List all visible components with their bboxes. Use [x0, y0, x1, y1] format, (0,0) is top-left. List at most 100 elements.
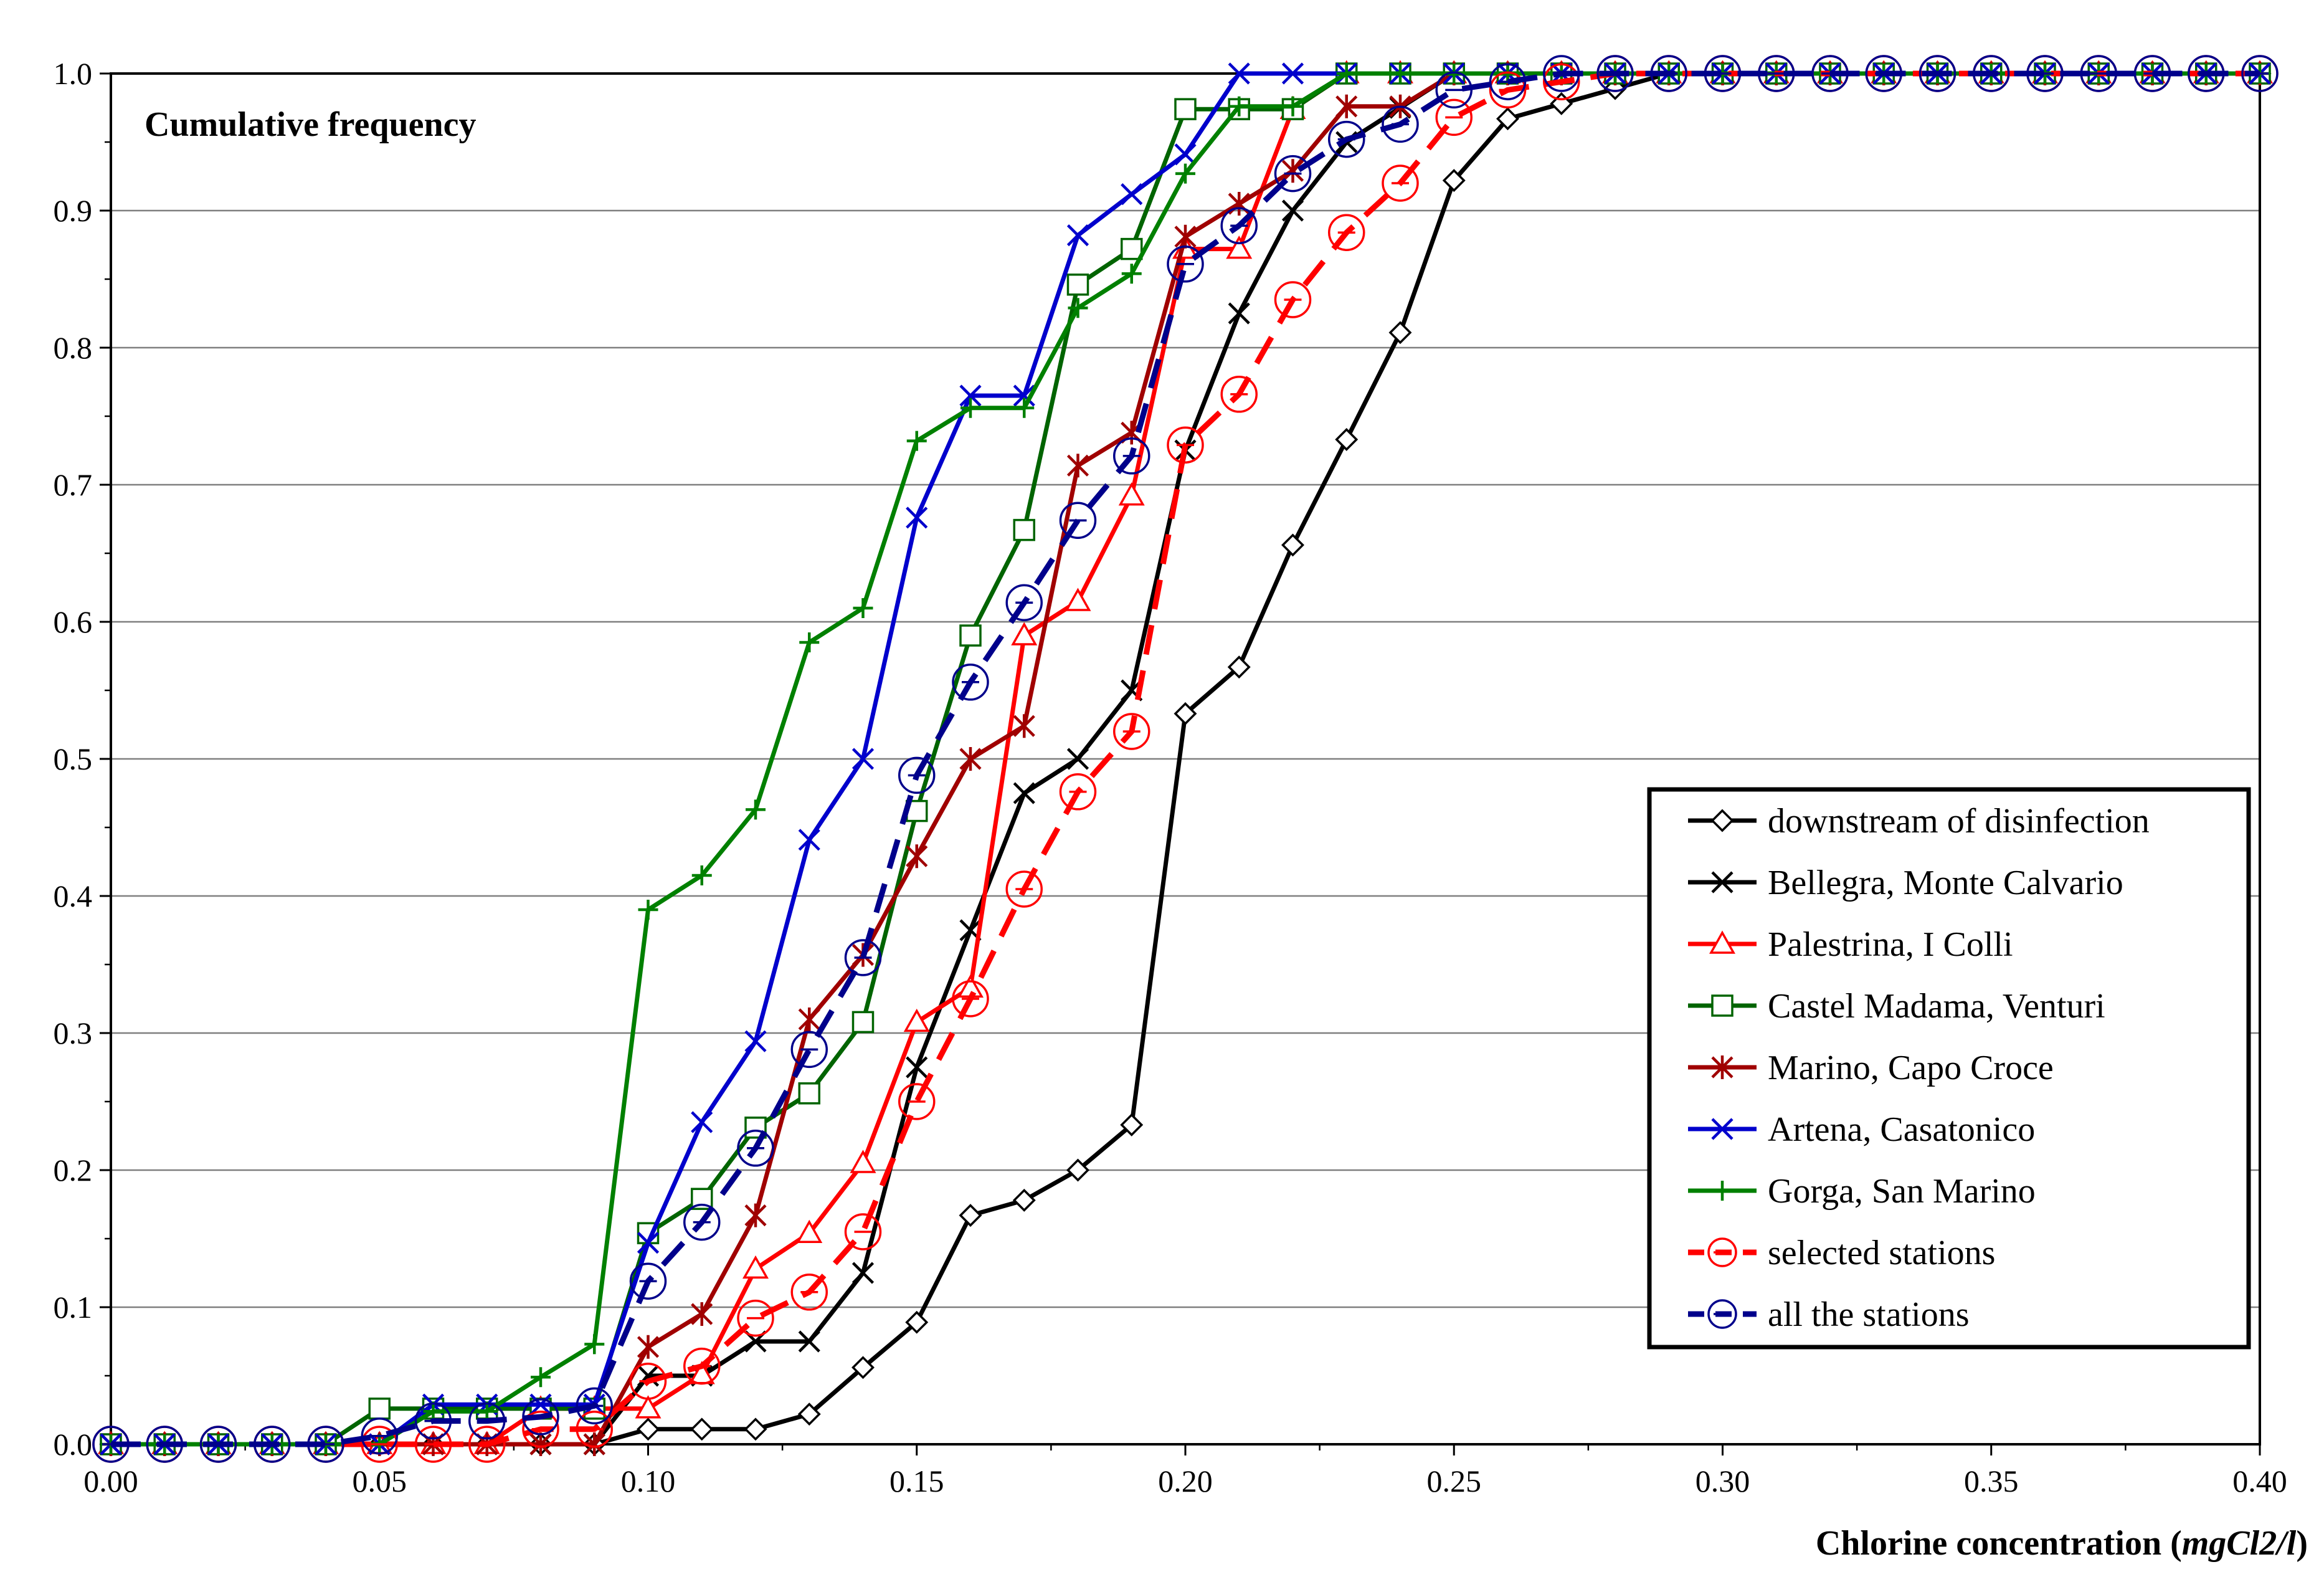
series-8-point-33 — [1865, 55, 1902, 92]
series-2-point-18 — [1065, 588, 1091, 611]
series-0-point-20 — [1174, 702, 1197, 725]
legend-swatch-marker-7-ring — [1707, 1237, 1737, 1267]
series-1-point-18 — [1066, 748, 1089, 770]
series-7-point-18-ring — [1059, 773, 1097, 811]
series-7-point-8 — [522, 1411, 559, 1448]
series-8-point-21 — [1220, 207, 1258, 244]
series-8-point-16-ring — [952, 664, 989, 701]
series-8-point-29-ring — [1650, 55, 1687, 92]
series-7-point-7-ring — [468, 1426, 506, 1463]
series-7-point-6 — [414, 1426, 452, 1463]
series-7-point-9-ring — [576, 1411, 613, 1448]
legend-entry-8: all the stations — [1688, 1295, 1970, 1334]
series-7-point-11-ring — [683, 1347, 721, 1385]
y-tick-label-0.7: 0.7 — [54, 467, 93, 502]
series-3-point-19 — [1121, 237, 1143, 260]
x-axis-title-unit: mgCl2/l — [2182, 1524, 2297, 1563]
series-6-point-22 — [1283, 96, 1303, 117]
series-1-point-21 — [1228, 302, 1250, 325]
series-2-point-10 — [635, 1395, 662, 1419]
series-8-point-37 — [2080, 55, 2117, 92]
x-tick-label-0.15: 0.15 — [889, 1464, 944, 1498]
series-8-point-13-ring — [790, 1031, 828, 1069]
x-tick-label-0.10: 0.10 — [621, 1464, 676, 1498]
series-8-point-1 — [146, 1426, 183, 1463]
series-2-point-17 — [1011, 622, 1038, 645]
legend-label-4: Marino, Capo Croce — [1768, 1049, 2054, 1087]
series-7-point-12-ring — [737, 1299, 774, 1337]
series-8-point-19 — [1113, 437, 1150, 475]
x-tick-label-0.20: 0.20 — [1158, 1464, 1213, 1498]
series-6-point-9 — [584, 1334, 605, 1355]
series-7-point-5 — [361, 1426, 398, 1463]
series-6-point-20 — [1175, 163, 1195, 184]
series-3-point-5 — [368, 1398, 391, 1420]
series-8-point-30 — [1704, 55, 1742, 92]
series-8-point-20 — [1167, 245, 1204, 283]
series-8-point-19-ring — [1113, 437, 1150, 475]
series-8-point-30-ring — [1704, 55, 1742, 92]
series-0-point-19 — [1120, 1113, 1144, 1136]
series-8-point-20-ring — [1167, 245, 1204, 283]
legend-label-2: Palestrina, I Colli — [1768, 925, 2013, 964]
series-8-point-32-ring — [1811, 55, 1849, 92]
series-5-point-17 — [1013, 384, 1035, 407]
legend-swatch-marker-5 — [1711, 1118, 1734, 1140]
series-5-point-11 — [691, 1111, 713, 1133]
series-0-point-18 — [1066, 1158, 1089, 1182]
legend-entry-4: Marino, Capo Croce — [1688, 1049, 2054, 1087]
legend-label-1: Bellegra, Monte Calvario — [1768, 864, 2123, 902]
series-7-point-24-ring — [1382, 164, 1419, 202]
series-8-point-6 — [414, 1402, 452, 1440]
series-8-point-11-ring — [683, 1203, 721, 1241]
series-8-point-18-ring — [1059, 502, 1097, 539]
series-4-point-12 — [744, 1203, 767, 1227]
series-7-point-19 — [1113, 713, 1150, 750]
series-8-point-39 — [2188, 55, 2225, 92]
legend-entry-5: Artena, Casatonico — [1688, 1110, 2035, 1149]
series-1-point-22 — [1281, 199, 1304, 222]
series-4-point-17 — [1013, 714, 1035, 738]
series-5-point-10 — [637, 1232, 660, 1254]
chart-title: Cumulative frequency — [145, 105, 477, 144]
series-0-point-12 — [744, 1417, 767, 1441]
series-6-point-21 — [1229, 96, 1250, 117]
series-7-point-10 — [629, 1363, 667, 1400]
series-8-point-2-ring — [199, 1426, 237, 1463]
series-8-point-35-ring — [1973, 55, 2010, 92]
series-8-point-24-ring — [1382, 105, 1419, 143]
series-7-point-13-ring — [790, 1274, 828, 1311]
series-8-point-6-ring — [414, 1402, 452, 1440]
series-4-point-18 — [1066, 454, 1089, 478]
series-7-point-22-ring — [1274, 281, 1312, 318]
x-tick-label-0.00: 0.00 — [83, 1464, 138, 1498]
series-8 — [92, 55, 2279, 1463]
series-1-point-15 — [906, 1056, 928, 1079]
x-axis-title-main: Chlorine concentration ( — [1816, 1524, 2182, 1563]
y-tick-label-1.0: 1.0 — [54, 56, 93, 91]
series-8-point-9 — [576, 1387, 613, 1425]
series-5-point-13 — [798, 829, 820, 851]
series-8-point-13 — [790, 1031, 828, 1069]
series-0-point-24 — [1388, 321, 1412, 345]
series-8-point-29 — [1650, 55, 1687, 92]
series-5-point-20 — [1174, 143, 1197, 166]
series-6-point-10 — [638, 900, 658, 920]
legend-entry-2: Palestrina, I Colli — [1688, 925, 2013, 964]
plot-frame — [110, 72, 2261, 1446]
series-5-point-14 — [851, 748, 875, 770]
series-7-point-27 — [1543, 63, 1580, 100]
series-8-point-31 — [1758, 55, 1795, 92]
series-2-point-19 — [1118, 482, 1145, 506]
y-tick-label-0.1: 0.1 — [54, 1290, 93, 1325]
series-7-point-12 — [737, 1299, 774, 1337]
legend-entry-6: Gorga, San Marino — [1688, 1172, 2036, 1211]
series-8-point-3 — [254, 1426, 291, 1463]
legend-swatch-marker-4 — [1711, 1055, 1734, 1079]
legend-swatch-marker-2 — [1709, 930, 1735, 954]
legend-entry-3: Castel Madama, Venturi — [1688, 987, 2105, 1026]
series-8-point-23 — [1328, 120, 1365, 158]
series-8-point-38 — [2133, 55, 2171, 92]
series-5-point-21 — [1228, 62, 1250, 85]
